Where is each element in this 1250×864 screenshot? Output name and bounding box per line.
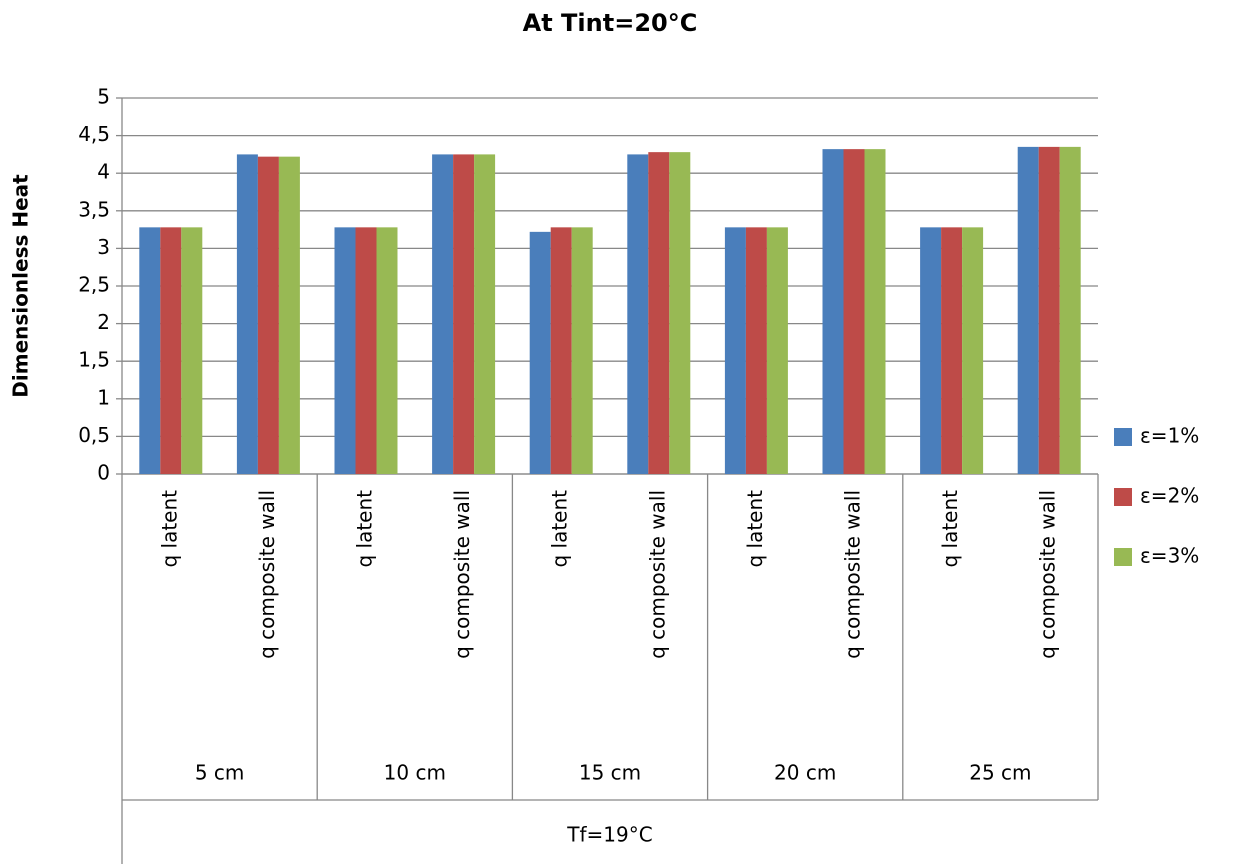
- x-tick-label: q composite wall: [645, 490, 669, 659]
- y-axis-label: Dimensionless Heat: [9, 174, 33, 398]
- bar: [236, 154, 258, 474]
- bar: [355, 227, 377, 474]
- bar: [139, 227, 161, 474]
- legend-label: ε=2%: [1140, 484, 1199, 508]
- bar: [669, 152, 691, 475]
- group-label: 25 cm: [969, 761, 1031, 785]
- bar: [160, 227, 182, 474]
- y-tick-label: 1: [97, 385, 110, 409]
- x-tick-label: q composite wall: [1036, 490, 1060, 659]
- y-tick-label: 2: [97, 310, 110, 334]
- bar: [864, 149, 886, 475]
- bar: [843, 149, 865, 475]
- bar: [550, 227, 572, 474]
- legend-label: ε=1%: [1140, 424, 1199, 448]
- bar: [257, 156, 279, 474]
- group-label: 5 cm: [195, 761, 245, 785]
- x-tick-label: q latent: [157, 490, 181, 568]
- bar: [627, 154, 649, 474]
- bar: [745, 227, 767, 474]
- bar: [529, 231, 551, 474]
- bar: [474, 154, 496, 474]
- x-tick-label: q latent: [548, 490, 572, 568]
- legend-swatch: [1114, 488, 1132, 506]
- x-tick-label: q composite wall: [255, 490, 279, 659]
- bar: [941, 227, 963, 474]
- bar: [1038, 146, 1060, 474]
- y-tick-label: 5: [97, 85, 110, 109]
- y-tick-label: 2,5: [78, 273, 110, 297]
- x-tick-label: q latent: [938, 490, 962, 568]
- bar: [920, 227, 942, 474]
- bar: [1017, 146, 1039, 474]
- bar: [822, 149, 844, 475]
- x-tick-label: q latent: [353, 490, 377, 568]
- x-axis-label: Tf=19°C: [566, 823, 652, 847]
- bar: [724, 227, 746, 474]
- y-tick-label: 3: [97, 235, 110, 259]
- y-tick-label: 0: [97, 461, 110, 485]
- bar: [181, 227, 203, 474]
- bar: [432, 154, 454, 474]
- legend-label: ε=3%: [1140, 544, 1199, 568]
- bar: [1059, 146, 1081, 474]
- bar: [962, 227, 984, 474]
- x-tick-label: q composite wall: [841, 490, 865, 659]
- group-label: 10 cm: [384, 761, 446, 785]
- y-tick-label: 0,5: [78, 423, 110, 447]
- x-tick-label: q latent: [743, 490, 767, 568]
- y-tick-label: 4: [97, 160, 110, 184]
- bar: [334, 227, 356, 474]
- y-tick-label: 3,5: [78, 197, 110, 221]
- group-label: 15 cm: [579, 761, 641, 785]
- y-tick-label: 4,5: [78, 122, 110, 146]
- legend-swatch: [1114, 548, 1132, 566]
- bar: [278, 156, 300, 474]
- legend-swatch: [1114, 428, 1132, 446]
- bar: [376, 227, 398, 474]
- group-label: 20 cm: [774, 761, 836, 785]
- bar: [766, 227, 788, 474]
- bar: [648, 152, 670, 475]
- y-tick-label: 1,5: [78, 348, 110, 372]
- bar: [453, 154, 475, 474]
- bar: [571, 227, 593, 474]
- chart-title: At Tint=20°C: [523, 9, 698, 37]
- x-tick-label: q composite wall: [450, 490, 474, 659]
